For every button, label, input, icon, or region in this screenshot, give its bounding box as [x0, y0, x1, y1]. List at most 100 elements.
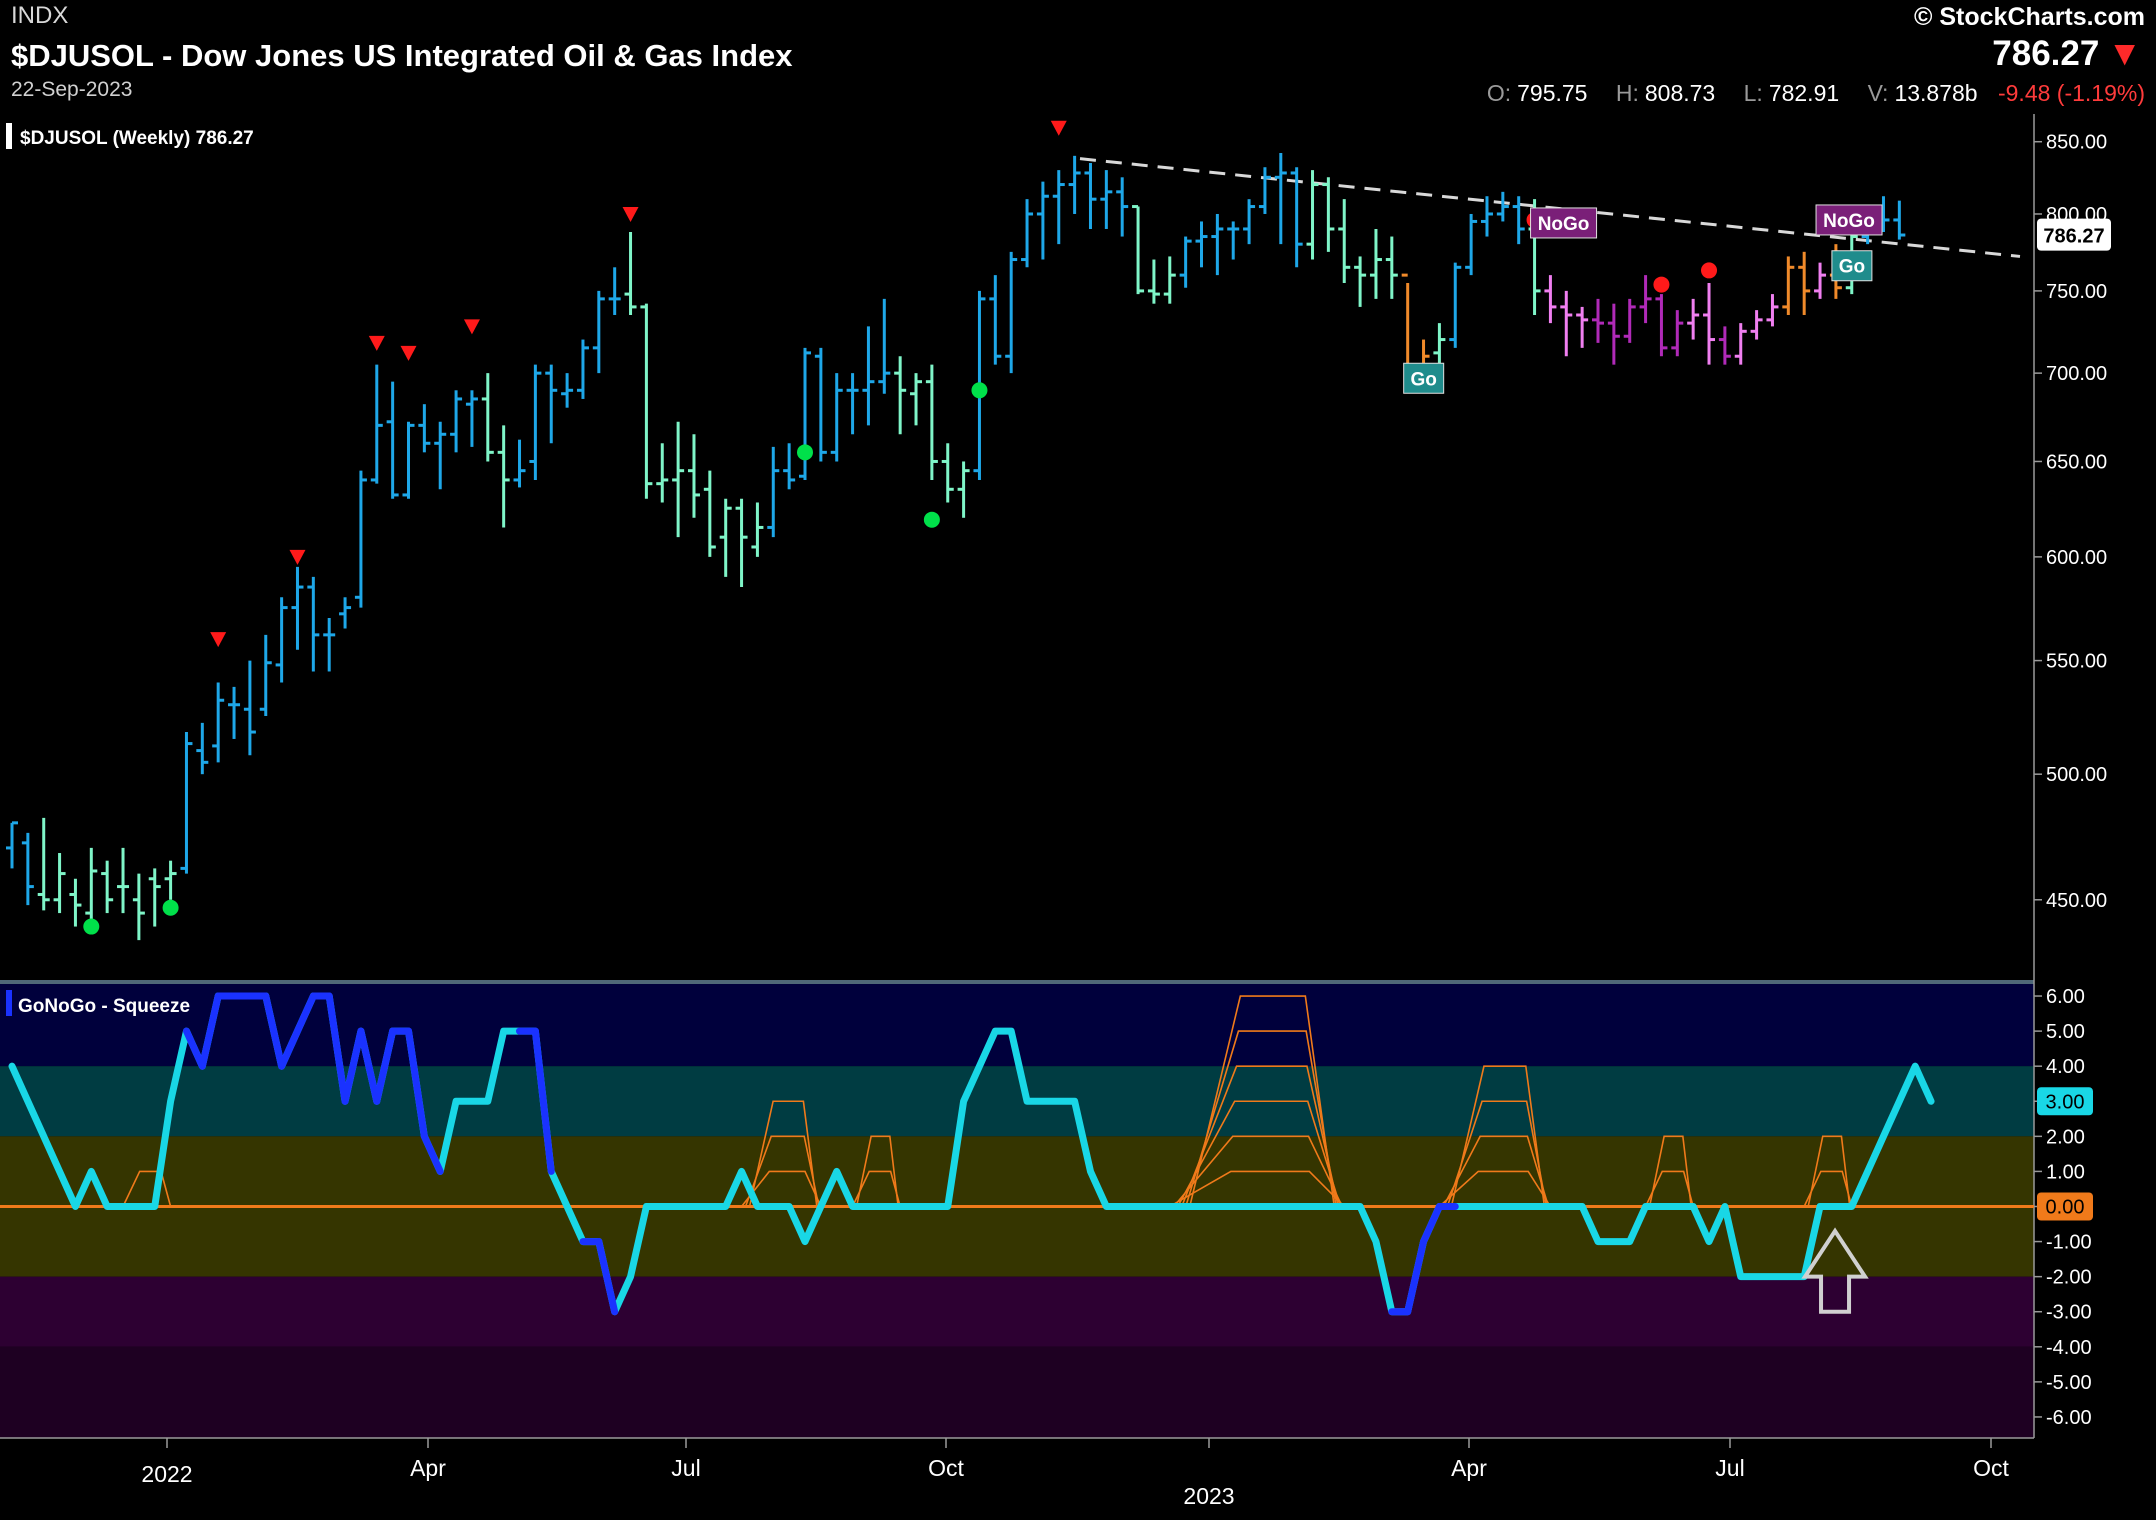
- squeeze-ladder: [851, 1135, 901, 1207]
- price-bar: [576, 339, 589, 399]
- price-legend: $DJUSOL (Weekly) 786.27: [20, 128, 254, 149]
- price-bar: [132, 873, 145, 941]
- price-bar: [1687, 298, 1700, 340]
- price-bar: [1036, 181, 1049, 260]
- low-value: 782.91: [1768, 80, 1840, 106]
- price-tick-label-2: 750.00: [2046, 281, 2107, 303]
- price-bar: [386, 381, 399, 499]
- oscillator-legend-swatch: [6, 990, 12, 1016]
- price-bar: [148, 868, 161, 927]
- price-bar: [751, 502, 764, 557]
- price-bar: [1243, 199, 1256, 245]
- price-bar: [450, 390, 463, 453]
- chart-area[interactable]: 850.00800.00750.00700.00650.00600.00550.…: [0, 114, 2156, 1520]
- price-bar: [228, 686, 241, 739]
- price-bar: [862, 326, 875, 426]
- price-bar: [1195, 221, 1208, 268]
- price-bar: [1512, 196, 1525, 245]
- price-bar: [1592, 298, 1604, 343]
- open-key: O:: [1486, 80, 1512, 106]
- oscillator-tick-label-4: 2.00: [2046, 1126, 2085, 1148]
- price-bar: [1005, 251, 1018, 374]
- squeeze-ladder-line: [1648, 1135, 1692, 1207]
- oscillator-tick-label-7: -1.00: [2046, 1232, 2092, 1254]
- price-tick-label-3: 700.00: [2046, 363, 2107, 385]
- price-bar: [846, 373, 859, 435]
- price-bar: [1274, 152, 1287, 245]
- price-bar: [1116, 177, 1129, 237]
- price-bar: [1338, 199, 1351, 283]
- oscillator-tick-label-9: -3.00: [2046, 1302, 2092, 1324]
- squeeze-ladder-line: [740, 1170, 822, 1207]
- squeeze-ladder-line: [1173, 1135, 1343, 1208]
- oscillator-line-segment: [405, 1027, 428, 1140]
- last-price-value: 786.27: [1992, 34, 2100, 73]
- oscillator-tick-label-5: 1.00: [2046, 1161, 2085, 1183]
- price-bar: [1544, 275, 1557, 324]
- price-bar: [164, 860, 177, 900]
- price-bar: [85, 847, 98, 927]
- oscillator-line-segment: [357, 1027, 381, 1105]
- price-bar: [878, 298, 891, 394]
- oscillator-zone-1: [0, 1066, 2034, 1137]
- oscillator-line-segment: [198, 992, 222, 1070]
- chart-title: $DJUSOL - Dow Jones US Integrated Oil & …: [11, 38, 793, 73]
- price-bar: [323, 618, 336, 672]
- price-bar: [1560, 290, 1573, 357]
- oscillator-tick-label-8: -2.00: [2046, 1267, 2092, 1289]
- oscillator-line-segment: [595, 1238, 619, 1316]
- price-bar: [1179, 236, 1192, 288]
- squeeze-ladder-line: [1450, 1065, 1546, 1207]
- price-tick-label-7: 500.00: [2046, 764, 2107, 786]
- brand-logo[interactable]: © StockCharts.com: [1914, 3, 2145, 32]
- legend-swatch: [6, 123, 12, 149]
- squeeze-ladder: [1644, 1135, 1694, 1207]
- oscillator-zone-4: [0, 1346, 2034, 1438]
- price-bar: [1227, 221, 1240, 260]
- trend-label: Go: [1831, 250, 1873, 282]
- oscillator-line-segment: [531, 1027, 555, 1175]
- oscillator-legend: GoNoGo - Squeeze: [18, 996, 190, 1017]
- price-bar: [592, 290, 605, 374]
- volume-key: V:: [1867, 80, 1889, 106]
- x-tick-label-3: Oct: [928, 1455, 964, 1481]
- price-bar: [1734, 323, 1747, 365]
- nogo-down-dot: [1653, 276, 1670, 293]
- price-bar: [719, 498, 732, 577]
- price-tick-label-5: 600.00: [2046, 547, 2107, 569]
- low-key: L:: [1743, 80, 1763, 106]
- squeeze-ladder-line: [1442, 1135, 1550, 1207]
- squeeze-ladder: [740, 1100, 822, 1207]
- price-bar: [561, 373, 574, 408]
- oscillator-tick-label-11: -5.00: [2046, 1372, 2092, 1394]
- price-bar: [1052, 170, 1065, 245]
- price-bar: [1496, 191, 1509, 222]
- squeeze-ladder-line: [744, 1135, 820, 1207]
- x-tick-label-1: Apr: [410, 1455, 446, 1481]
- go-up-dot: [923, 511, 940, 528]
- price-bar: [196, 722, 209, 775]
- price-bar: [1671, 310, 1684, 357]
- price-bar: [1258, 167, 1271, 214]
- price-bar: [1433, 323, 1446, 365]
- price-bar: [656, 443, 669, 503]
- price-bar: [814, 347, 827, 462]
- price-bar: [1021, 199, 1034, 268]
- squeeze-ladder: [1438, 1065, 1552, 1208]
- price-bar: [735, 498, 748, 588]
- price-bar: [275, 597, 288, 683]
- price-bar: [1449, 262, 1462, 348]
- price-bar: [259, 634, 272, 717]
- price-tick-label-0: 850.00: [2046, 132, 2107, 154]
- squeeze-ladder-line: [122, 1170, 172, 1207]
- price-bar: [53, 853, 66, 914]
- price-bar: [941, 443, 954, 503]
- x-tick-label-6: Jul: [1715, 1455, 1744, 1481]
- price-bar: [910, 373, 923, 426]
- squeeze-ladder-line: [1181, 1065, 1340, 1207]
- price-bar: [624, 231, 637, 315]
- price-bar: [465, 390, 478, 447]
- price-bar: [1718, 326, 1731, 365]
- price-bar: [1068, 155, 1081, 214]
- price-bar: [1322, 177, 1335, 252]
